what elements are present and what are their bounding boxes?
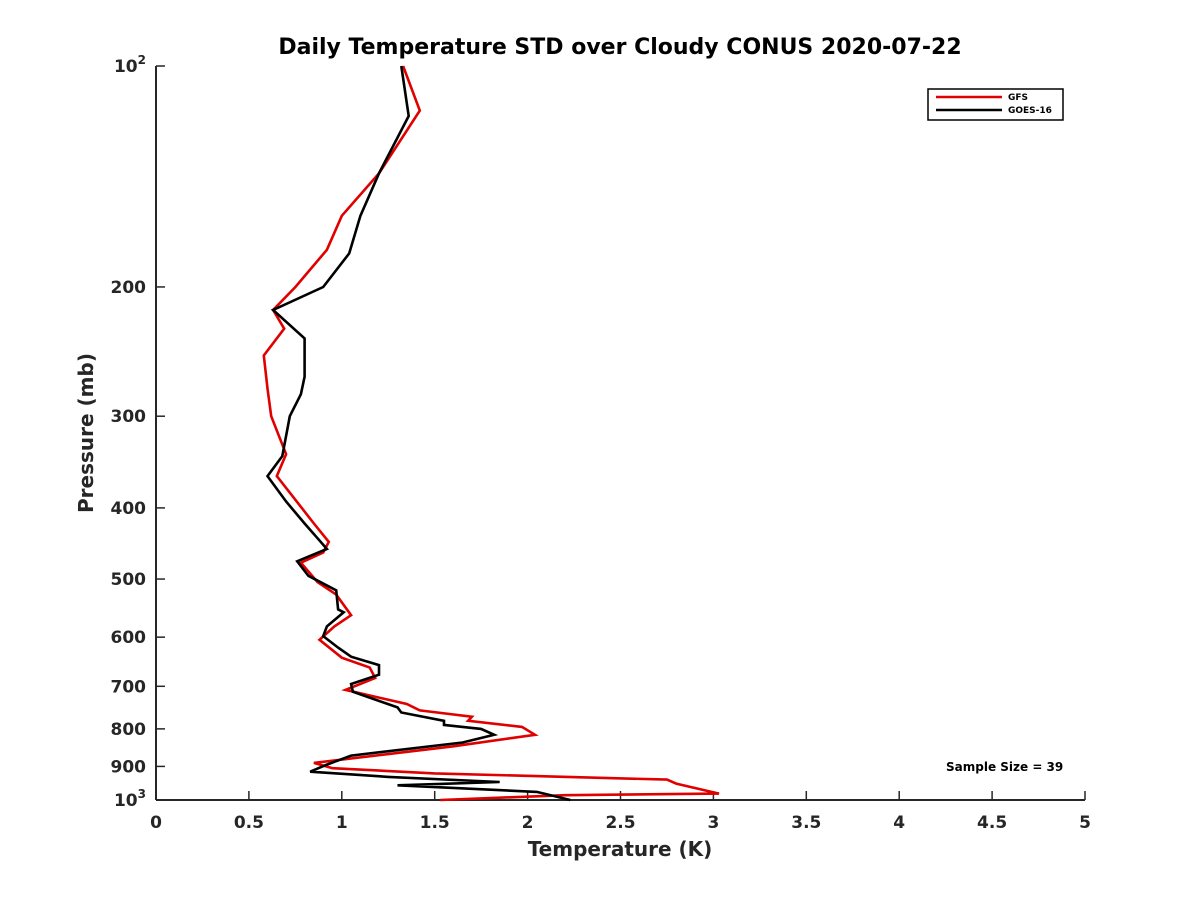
y-tick-label: 500 [111, 570, 147, 590]
sample-size-annotation: Sample Size = 39 [946, 760, 1063, 774]
x-axis-label: Temperature (K) [528, 837, 713, 861]
x-tick-label: 0.5 [234, 813, 264, 833]
y-tick-label: 800 [111, 720, 147, 740]
x-tick-label: 1 [336, 813, 348, 833]
y-tick-label-exponent: 2 [138, 53, 146, 67]
series-line-goes16 [265, 65, 571, 802]
y-tick-label: 200 [111, 278, 147, 298]
y-tick-label: 103 [114, 787, 146, 811]
chart-title: Daily Temperature STD over Cloudy CONUS … [278, 35, 961, 60]
y-tick-label-base: 10 [114, 791, 138, 811]
y-tick-label: 700 [111, 677, 147, 697]
legend: GFS GOES-16 [927, 88, 1064, 121]
y-tick-label: 900 [111, 757, 147, 777]
y-tick-label: 300 [111, 407, 147, 427]
x-axis-ticks: 0 0.5 1 1.5 2 2.5 3 3.5 4 4.5 5 [150, 791, 1091, 833]
x-tick-label: 5 [1079, 813, 1091, 833]
legend-label-goes16: GOES-16 [1008, 106, 1052, 116]
y-tick-label-base: 10 [114, 57, 138, 77]
x-tick-label: 3 [707, 813, 719, 833]
x-tick-label: 2.5 [605, 813, 635, 833]
series-line-gfs [262, 65, 720, 802]
y-tick-label-exponent: 3 [138, 787, 146, 801]
legend-label-gfs: GFS [1008, 93, 1028, 103]
legend-box [927, 88, 1064, 121]
series-lines [262, 65, 720, 802]
x-tick-label: 3.5 [791, 813, 821, 833]
y-tick-label: 102 [114, 53, 146, 77]
y-tick-label: 600 [111, 628, 147, 648]
y-axis-label: Pressure (mb) [74, 353, 98, 513]
x-tick-label: 4 [893, 813, 905, 833]
x-tick-label: 0 [150, 813, 162, 833]
y-tick-label: 400 [111, 499, 147, 519]
x-tick-label: 2 [522, 813, 534, 833]
x-tick-label: 4.5 [977, 813, 1007, 833]
x-tick-label: 1.5 [420, 813, 450, 833]
